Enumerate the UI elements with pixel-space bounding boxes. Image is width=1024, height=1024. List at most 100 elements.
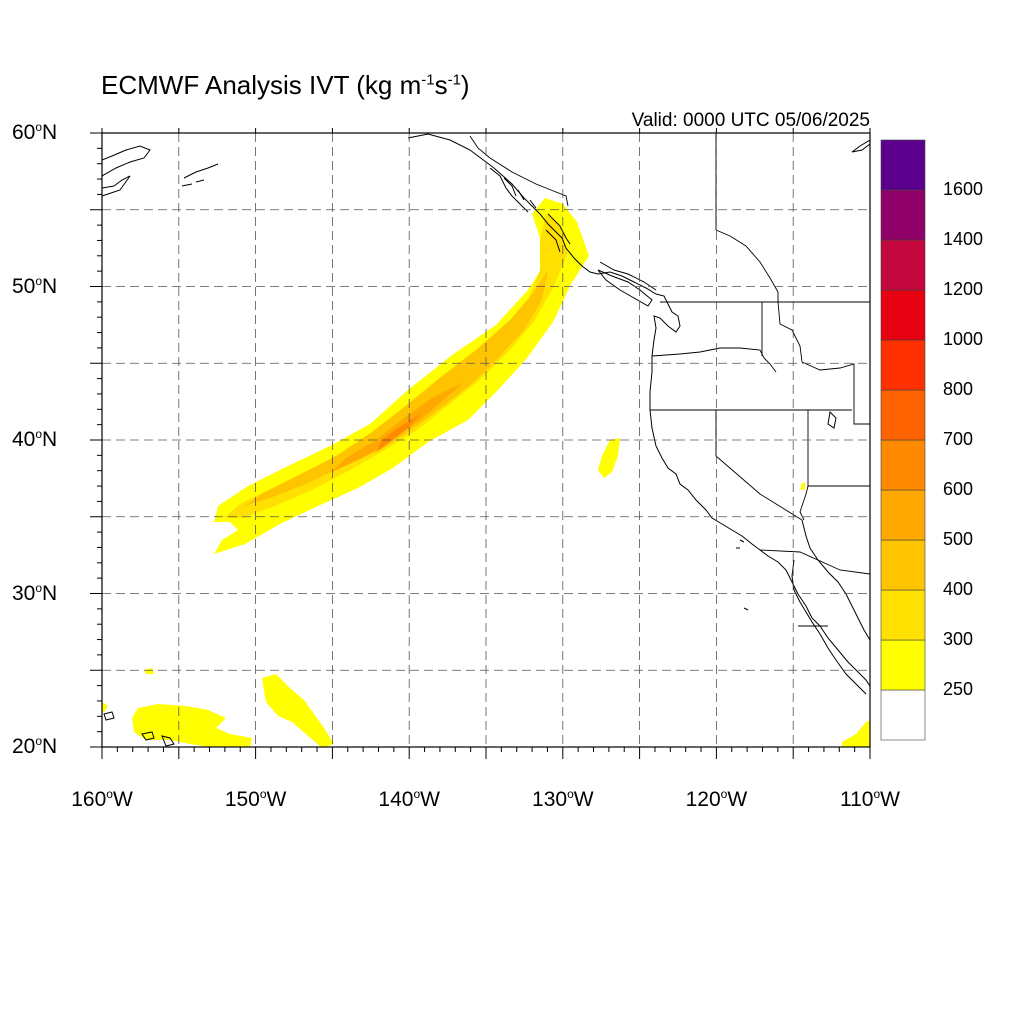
- colorbar-label: 700: [943, 429, 974, 449]
- state-border-nv: [715, 410, 803, 521]
- degree-mark: o: [35, 734, 43, 748]
- colorbar-label: 300: [943, 629, 974, 649]
- lat-label-num: 50: [12, 274, 36, 298]
- colorbar-label: 1400: [943, 229, 984, 249]
- colorbar-swatch: [880, 439, 926, 491]
- degree-mark: o: [35, 120, 43, 134]
- ivt-contour-600: [376, 414, 420, 452]
- lon-label-hemi: W: [112, 788, 133, 811]
- lon-label-hemi: W: [727, 788, 748, 811]
- alaska-fragment: [102, 145, 151, 197]
- degree-mark: o: [35, 273, 43, 288]
- map-gridlines: [102, 133, 870, 747]
- colorbar-swatch: [880, 689, 926, 741]
- colorbar-label: 1200: [943, 279, 984, 299]
- map-title: ECMWF Analysis IVT (kg m-1s-1): [101, 70, 470, 100]
- ivt-patch: [132, 704, 252, 747]
- ivt-hawaii-patches: [102, 668, 334, 747]
- lat-label: 60oN: [12, 120, 57, 145]
- lat-label-hemi: N: [42, 581, 58, 605]
- alaska-bc-border: [469, 135, 569, 207]
- degree-mark: o: [720, 787, 728, 801]
- colorbar-swatch: [880, 189, 926, 241]
- degree-mark: o: [567, 787, 574, 801]
- lat-label-hemi: N: [42, 428, 58, 451]
- colorbar-label: 1600: [943, 179, 984, 199]
- ivt-contour-500: [332, 382, 464, 472]
- ivt-gulf-dot: [801, 482, 805, 490]
- state-border-idaho: [777, 301, 870, 425]
- colorbar-label: 800: [943, 379, 974, 399]
- colorbar-swatch: [880, 289, 926, 341]
- lon-label-hemi: W: [266, 788, 287, 811]
- vancouver-island: [597, 269, 653, 307]
- lon-label-num: 120: [685, 788, 721, 811]
- lon-label-hemi: W: [880, 788, 900, 811]
- north-america-coastline: [407, 133, 870, 687]
- lon-label: 110oW: [840, 787, 900, 812]
- ivt-baja-patch: [842, 720, 870, 747]
- channel-islands: [736, 410, 837, 611]
- lon-label: 120oW: [686, 787, 748, 812]
- colorbar-label: 500: [943, 529, 974, 549]
- lon-label-num: 150: [224, 788, 260, 811]
- lat-label-hemi: N: [42, 735, 58, 758]
- ivt-patch: [144, 668, 154, 674]
- colorbar: [880, 139, 926, 741]
- lat-label-num: 40: [12, 428, 36, 451]
- colorbar-swatch: [880, 539, 926, 591]
- degree-mark: o: [106, 787, 113, 801]
- lon-label-num: 160: [71, 788, 107, 811]
- ivt-patch: [102, 702, 108, 712]
- ivt-offshore-patch: [598, 438, 620, 478]
- lat-label: 40oN: [12, 427, 57, 452]
- degree-mark: o: [259, 787, 267, 801]
- lon-label-num: 110: [840, 788, 874, 811]
- ivt-atmospheric-river: [214, 198, 589, 554]
- colorbar-swatch: [880, 489, 926, 541]
- colorbar-label: 250: [943, 679, 974, 699]
- lat-label: 50oN: [12, 274, 57, 299]
- lat-label: 30oN: [12, 581, 57, 606]
- canada-province-border: [715, 133, 779, 302]
- lat-label: 20oN: [12, 734, 57, 759]
- lon-label: 150oW: [225, 787, 287, 812]
- ivt-contour-250: [214, 198, 589, 554]
- colorbar-label: 600: [943, 479, 974, 499]
- colorbar-label: 1000: [943, 329, 984, 349]
- colorbar-swatch: [880, 239, 926, 291]
- coastlines: [102, 133, 870, 747]
- lon-label: 160oW: [71, 787, 133, 812]
- lat-label-num: 30: [12, 581, 36, 605]
- map-ticks: [90, 128, 871, 759]
- lat-label-hemi: N: [42, 274, 58, 298]
- degree-mark: o: [873, 787, 881, 801]
- state-border-az: [799, 485, 809, 521]
- lon-label-num: 140: [378, 788, 414, 811]
- lon-label: 130oW: [532, 787, 594, 812]
- us-mexico-border: [759, 549, 870, 575]
- lon-label-num: 130: [532, 788, 568, 811]
- colorbar-swatch: [880, 589, 926, 641]
- colorbar-swatch: [880, 389, 926, 441]
- lat-label-num: 20: [12, 735, 36, 758]
- lat-label-num: 60: [12, 121, 36, 144]
- colorbar-swatch: [880, 639, 926, 691]
- lon-label: 140oW: [378, 787, 440, 812]
- ivt-patch: [262, 674, 334, 747]
- state-border-wa-or: [651, 347, 777, 373]
- baja-peninsula: [791, 559, 867, 695]
- degree-mark: o: [35, 427, 43, 441]
- gulf-of-california: [801, 519, 870, 641]
- colorbar-label: 400: [943, 579, 974, 599]
- colorbar-swatch: [880, 339, 926, 391]
- lat-label-hemi: N: [42, 121, 58, 144]
- valid-time-label: Valid: 0000 UTC 05/06/2025: [631, 110, 870, 131]
- colorbar-swatch: [880, 139, 926, 191]
- degree-mark: o: [35, 580, 43, 595]
- hawaii-islands: [103, 711, 175, 747]
- political-borders: [469, 133, 870, 627]
- lon-label-hemi: W: [573, 788, 594, 811]
